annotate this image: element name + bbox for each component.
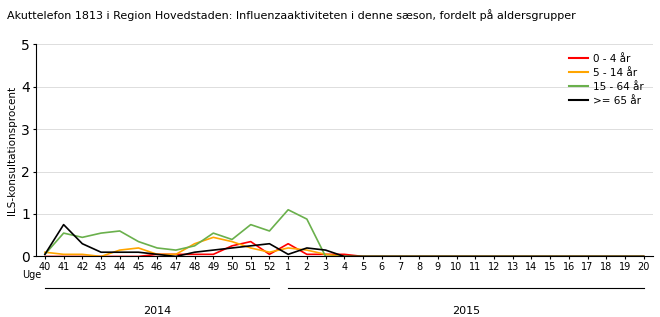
- Text: Uge: Uge: [22, 270, 42, 281]
- Text: 2015: 2015: [452, 306, 480, 316]
- Text: Akuttelefon 1813 i Region Hovedstaden: Influenzaaktiviteten i denne sæson, forde: Akuttelefon 1813 i Region Hovedstaden: I…: [7, 10, 576, 22]
- Y-axis label: ILS-konsultationsprocent: ILS-konsultationsprocent: [7, 86, 17, 215]
- Legend: 0 - 4 år, 5 - 14 år, 15 - 64 år, >= 65 år: 0 - 4 år, 5 - 14 år, 15 - 64 år, >= 65 å…: [565, 49, 648, 110]
- Text: 2014: 2014: [143, 306, 172, 316]
